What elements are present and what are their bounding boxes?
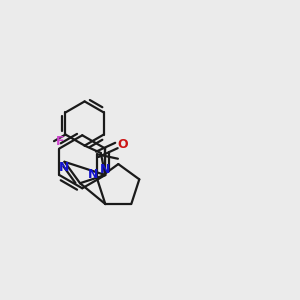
Text: N: N: [88, 167, 98, 181]
Text: N: N: [59, 160, 70, 174]
Text: O: O: [118, 137, 128, 151]
Text: N: N: [100, 163, 110, 176]
Text: F: F: [56, 135, 65, 148]
